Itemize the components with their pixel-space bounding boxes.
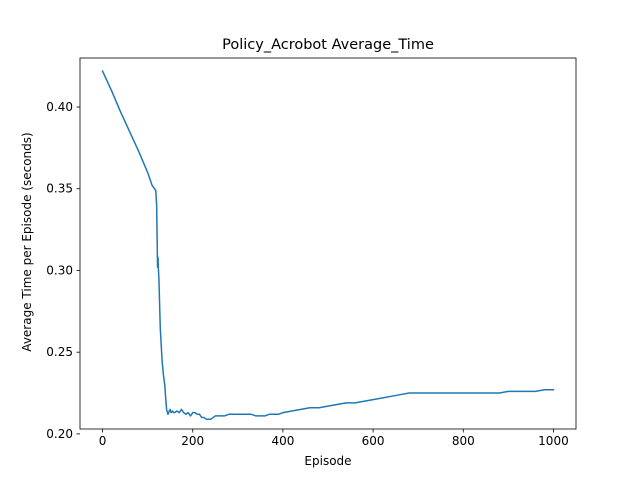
x-tick-label: 400 [271,434,294,448]
y-tick-label: 0.30 [46,263,73,277]
x-tick-label: 0 [99,434,107,448]
x-tick-label: 1000 [538,434,569,448]
y-axis-label: Average Time per Episode (seconds) [20,132,34,351]
x-tick-label: 800 [452,434,475,448]
y-tick-label: 0.25 [46,345,73,359]
x-tick-label: 600 [362,434,385,448]
y-tick-label: 0.20 [46,427,73,441]
plot-frame [79,57,577,430]
series-line-0 [101,70,555,420]
chart-title: Policy_Acrobot Average_Time [222,37,434,53]
y-tick-label: 0.40 [46,100,73,114]
plot-area: 0 200 400 600 800 1000 0.20 0.25 0.30 0.35 0.40 [46,57,577,448]
y-tick-label: 0.35 [46,182,73,196]
x-axis-label: Episode [304,454,351,468]
x-tick-label: 200 [181,434,204,448]
